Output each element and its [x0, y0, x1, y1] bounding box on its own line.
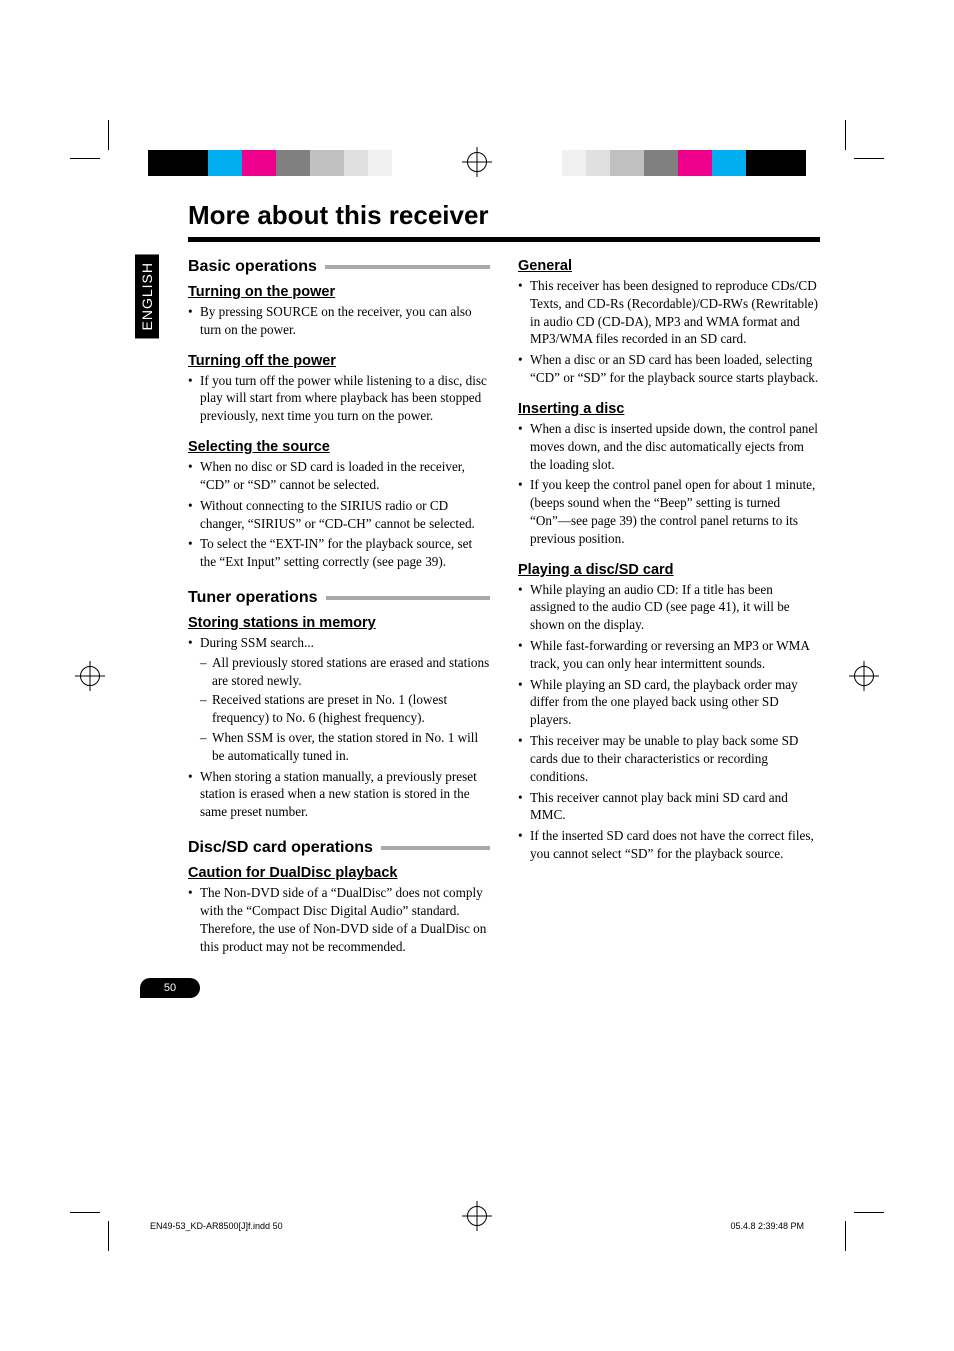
print-footer: EN49-53_KD-AR8500[J]f.indd 50 05.4.8 2:3…	[150, 1221, 804, 1231]
registration-target-left	[80, 666, 100, 686]
crop-mark-top-left	[100, 150, 118, 168]
bullet-item: By pressing SOURCE on the receiver, you …	[188, 303, 490, 339]
bullet-item: Without connecting to the SIRIUS radio o…	[188, 497, 490, 533]
left-column: Basic operations Turning on the power By…	[188, 258, 490, 958]
sub-bullet-item: All previously stored stations are erase…	[200, 654, 490, 690]
bullet-item: If you keep the control panel open for a…	[518, 476, 820, 547]
page-number: 50	[164, 982, 176, 994]
crop-mark-bottom-right	[836, 1203, 854, 1221]
right-column: General This receiver has been designed …	[518, 258, 820, 958]
bullet-item: This receiver may be unable to play back…	[518, 732, 820, 785]
bullet-item: The Non-DVD side of a “DualDisc” does no…	[188, 884, 490, 955]
footer-filename: EN49-53_KD-AR8500[J]f.indd 50	[150, 1221, 283, 1231]
subhead-playing-disc-sd: Playing a disc/SD card	[518, 562, 820, 578]
title-rule	[188, 237, 820, 242]
bullet-list: While playing an audio CD: If a title ha…	[518, 581, 820, 863]
bullet-item: If the inserted SD card does not have th…	[518, 827, 820, 863]
subhead-inserting-disc: Inserting a disc	[518, 401, 820, 417]
bullet-text: During SSM search...	[200, 635, 314, 650]
bullet-list: The Non-DVD side of a “DualDisc” does no…	[188, 884, 490, 955]
sub-bullet-item: When SSM is over, the station stored in …	[200, 729, 490, 765]
bullet-item: While fast-forwarding or reversing an MP…	[518, 637, 820, 673]
section-rule	[325, 265, 490, 269]
bullet-item: This receiver cannot play back mini SD c…	[518, 789, 820, 825]
subhead-storing-stations: Storing stations in memory	[188, 615, 490, 631]
bullet-list: During SSM search... All previously stor…	[188, 634, 490, 821]
registration-target-top	[467, 152, 487, 172]
bullet-item: If you turn off the power while listenin…	[188, 372, 490, 425]
bullet-item: When a disc is inserted upside down, the…	[518, 420, 820, 473]
bullet-item: To select the “EXT-IN” for the playback …	[188, 535, 490, 571]
bullet-item: During SSM search... All previously stor…	[188, 634, 490, 765]
sub-bullet-item: Received stations are preset in No. 1 (l…	[200, 691, 490, 727]
sub-bullet-list: All previously stored stations are erase…	[200, 654, 490, 765]
registration-target-right	[854, 666, 874, 686]
subhead-turning-on: Turning on the power	[188, 284, 490, 300]
bullet-item: While playing an audio CD: If a title ha…	[518, 581, 820, 634]
bullet-list: By pressing SOURCE on the receiver, you …	[188, 303, 490, 339]
section-heading: Basic operations	[188, 258, 317, 276]
section-header-tuner-operations: Tuner operations	[188, 589, 490, 607]
subhead-selecting-source: Selecting the source	[188, 439, 490, 455]
bullet-item: When storing a station manually, a previ…	[188, 768, 490, 821]
bullet-item: While playing an SD card, the playback o…	[518, 676, 820, 729]
footer-timestamp: 05.4.8 2:39:48 PM	[730, 1221, 804, 1231]
section-heading: Disc/SD card operations	[188, 839, 373, 857]
crop-mark-top-right	[836, 150, 854, 168]
bullet-list: If you turn off the power while listenin…	[188, 372, 490, 425]
section-rule	[381, 846, 490, 850]
section-header-basic-operations: Basic operations	[188, 258, 490, 276]
subhead-dualdisc: Caution for DualDisc playback	[188, 865, 490, 881]
section-header-disc-sd: Disc/SD card operations	[188, 839, 490, 857]
page-content: ENGLISH More about this receiver Basic o…	[140, 200, 820, 958]
bullet-list: This receiver has been designed to repro…	[518, 277, 820, 387]
bullet-list: When a disc is inserted upside down, the…	[518, 420, 820, 548]
bullet-item: When a disc or an SD card has been loade…	[518, 351, 820, 387]
crop-mark-bottom-left	[100, 1203, 118, 1221]
subhead-turning-off: Turning off the power	[188, 353, 490, 369]
top-color-bar-left	[148, 150, 392, 176]
subhead-general: General	[518, 258, 820, 274]
top-color-bar-right	[562, 150, 806, 176]
page-number-badge: 50	[140, 978, 200, 998]
section-rule	[326, 596, 491, 600]
page-title: More about this receiver	[188, 200, 820, 231]
section-heading: Tuner operations	[188, 589, 318, 607]
bullet-item: This receiver has been designed to repro…	[518, 277, 820, 348]
bullet-item: When no disc or SD card is loaded in the…	[188, 458, 490, 494]
language-tab: ENGLISH	[135, 254, 159, 338]
bullet-list: When no disc or SD card is loaded in the…	[188, 458, 490, 571]
